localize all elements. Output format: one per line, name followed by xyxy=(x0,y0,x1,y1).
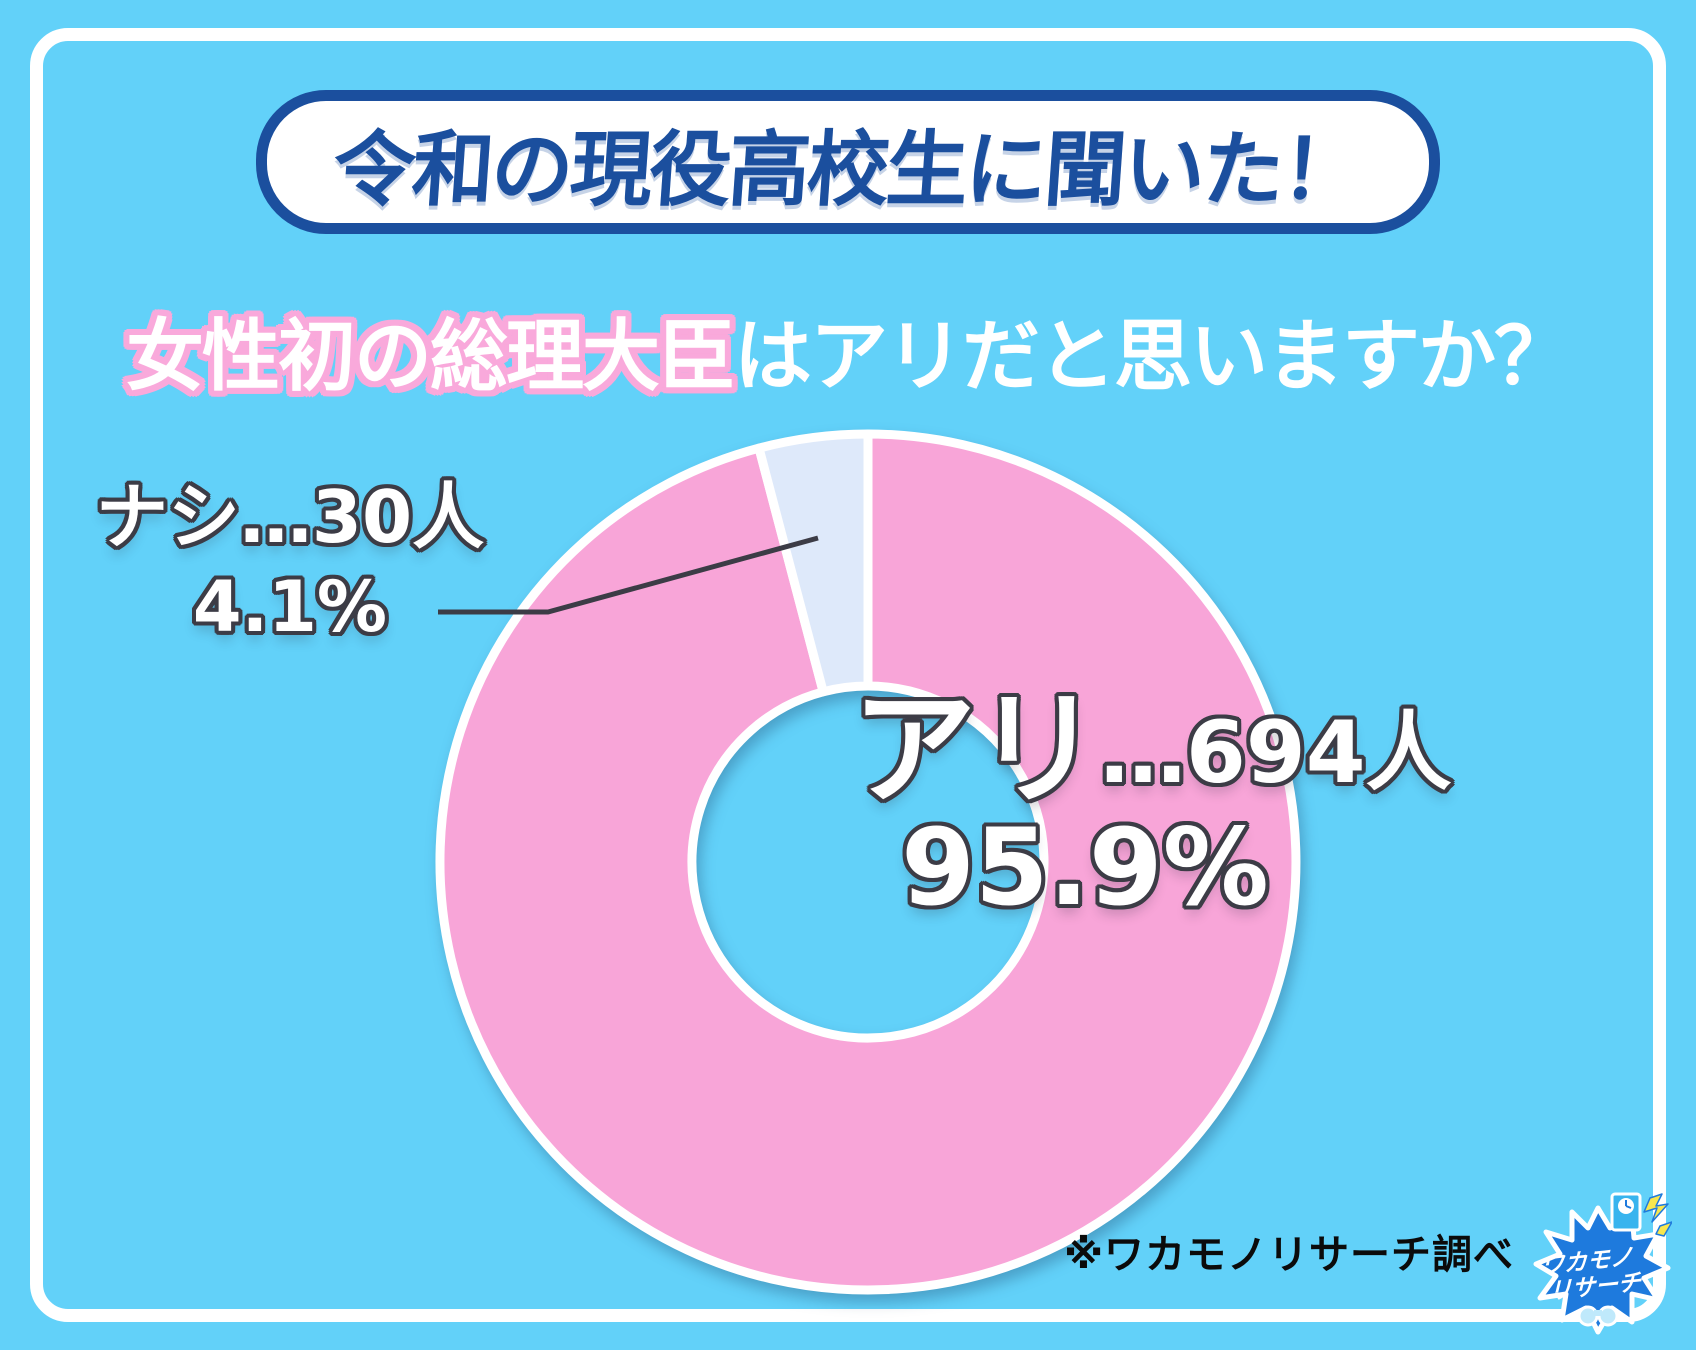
question-title: 女性初の総理大臣はアリだと思いますか？ xyxy=(0,294,1696,406)
donut-slices xyxy=(435,429,1301,1295)
slice-ari xyxy=(435,429,1301,1295)
label-ari-count: …694人 xyxy=(1100,703,1452,803)
binoculars-icon xyxy=(1577,1305,1619,1327)
clock-icon xyxy=(1610,1192,1642,1232)
label-ari-percent: 95.9% xyxy=(901,806,1269,929)
label-ari-main: アリ xyxy=(852,678,1101,822)
label-ari: アリ …694人 xyxy=(852,688,1452,812)
slice-nashi xyxy=(754,429,873,697)
leader-line xyxy=(438,535,819,615)
question-highlight: 女性初の総理大臣 xyxy=(125,312,736,402)
logo: ワカモノ リサーチ xyxy=(1532,1192,1673,1342)
banner: 令和の現役高校生に聞いた！ xyxy=(256,90,1440,234)
question-rest: はアリだと思いますか？ xyxy=(734,312,1572,402)
label-nashi-count: ナシ…30人 xyxy=(95,475,485,559)
source-note: ※ワカモノリサーチ調べ xyxy=(1064,1232,1514,1278)
lightning-icon xyxy=(1643,1193,1673,1237)
label-nashi-percent: 4.1% xyxy=(192,566,388,648)
logo-graphic: ワカモノ リサーチ xyxy=(1533,1192,1673,1335)
